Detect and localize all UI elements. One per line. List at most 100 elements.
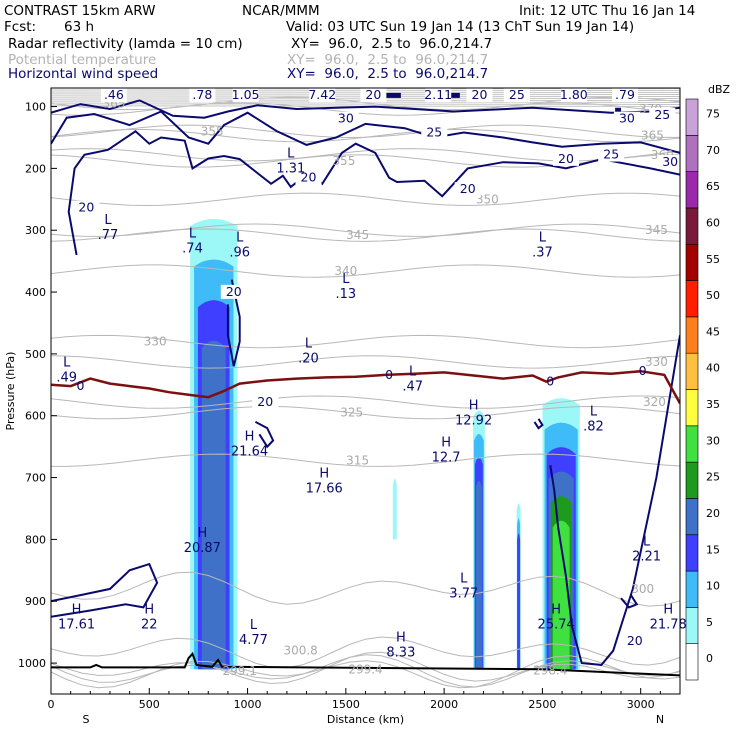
extremum-value-1: .77 (98, 228, 119, 243)
colorbar-swatch-15 (685, 534, 699, 572)
reflectivity-cell-1-level-1 (392, 478, 397, 540)
wind-label-3: 7.42 (308, 87, 336, 102)
wind-label-15: 25 (603, 147, 619, 162)
extremum-value-7: .47 (402, 380, 423, 395)
wind-contour-5 (226, 279, 241, 367)
wind-label-bg-11 (421, 125, 448, 140)
wind-label-12: 30 (619, 111, 635, 126)
y-tick-label-1: 200 (25, 162, 46, 175)
wind-label-18: 20 (460, 181, 476, 196)
colorbar: 0 5 10 15 20 25 30 35 40 45 50 55 60 65 70 75 dBZ (685, 83, 731, 681)
colorbar-swatch-20 (685, 498, 699, 536)
reflectivity-cell-3-level-3 (517, 533, 521, 670)
extremum-type-16: L (460, 572, 468, 587)
theta-contour-15 (51, 571, 680, 607)
y-tick-label-4: 500 (25, 348, 46, 361)
contour-labels: 3703653603553503453453403303303253203153… (56, 87, 686, 678)
extremum-type-0: L (287, 146, 295, 161)
wind-speed-layer (51, 92, 680, 666)
field-2-name: Potential temperature (8, 52, 157, 68)
colorbar-label-65: 65 (706, 180, 720, 193)
extremum-type-1: L (104, 213, 112, 228)
wind-label-bg-21 (252, 394, 279, 409)
extremum-value-17: 25.74 (538, 618, 575, 633)
x-tick-label-4: 2000 (430, 698, 458, 711)
org-label: NCAR/MMM (242, 3, 320, 19)
theta-label-17: 298.4 (533, 664, 567, 678)
wind-label-20: 20 (226, 284, 242, 299)
colorbar-swatch-60 (685, 207, 699, 245)
extremum-value-4: .37 (532, 245, 553, 260)
extremum-type-15: L (643, 535, 651, 550)
extremum-type-14: H (197, 526, 207, 541)
extremum-value-21: 4.77 (239, 633, 268, 648)
extremum-type-13: H (319, 467, 329, 482)
theta-label-14: 300.8 (283, 644, 317, 658)
theta-label-16: 299.1 (223, 664, 257, 678)
theta-label-8: 330 (144, 335, 167, 349)
extremum-value-9: 12.92 (455, 414, 492, 429)
y-axis-title: Pressure (hPa) (4, 352, 17, 431)
extremum-value-5: .13 (336, 287, 357, 302)
colorbar-swatch-65 (685, 171, 699, 209)
extremum-type-12: H (245, 429, 255, 444)
theta-contour-12 (51, 395, 680, 409)
wind-label-bg-20 (220, 284, 247, 299)
theta-contour-13 (51, 405, 680, 420)
wind-label-10: 30 (338, 111, 354, 126)
colorbar-label-5: 5 (706, 616, 713, 629)
wind-label-5: 2.11 (424, 87, 452, 102)
colorbar-label-15: 15 (706, 543, 720, 556)
wind-label-9: .79 (615, 87, 635, 102)
wind-label-1: .78 (192, 87, 212, 102)
colorbar-label-25: 25 (706, 471, 720, 484)
colorbar-swatch-0 (685, 643, 699, 681)
freezing-label-2: 0 (546, 374, 554, 389)
extremum-value-11: 12.7 (432, 451, 461, 466)
wind-label-bg-15 (598, 147, 625, 162)
theta-label-1: 365 (641, 129, 664, 143)
extremum-value-19: 17.61 (58, 618, 95, 633)
wind-contour-3 (549, 335, 680, 666)
extremum-value-15: 2.21 (632, 550, 661, 565)
wind-label-bg-0 (100, 88, 127, 103)
wind-label-bg-6 (466, 88, 493, 103)
x-tick-label-5: 2500 (528, 698, 556, 711)
colorbar-swatch-30 (685, 425, 699, 463)
field-3-xy: XY= 96.0, 2.5 to 96.0,214.7 (287, 66, 489, 82)
field-2-xy: XY= 96.0, 2.5 to 96.0,214.7 (287, 52, 489, 68)
wind-label-14: 20 (558, 151, 574, 166)
colorbar-label-60: 60 (706, 216, 720, 229)
freezing-label-3: 0 (639, 363, 647, 378)
theta-label-13: 300 (631, 582, 654, 596)
terrain-line (51, 651, 680, 677)
colorbar-swatch-5 (685, 607, 699, 644)
freezing-label-0: 0 (77, 378, 85, 393)
wind-contour-0 (51, 99, 680, 119)
y-tick-label-0: 100 (25, 101, 46, 114)
extremum-type-9: H (469, 399, 479, 414)
y-tick-label-3: 400 (25, 286, 46, 299)
wind-label-bg-9 (611, 88, 638, 103)
colorbar-label-10: 10 (706, 580, 720, 593)
theta-contour-9 (51, 264, 680, 278)
wind-label-7: 25 (509, 87, 525, 102)
wind-contour-4 (51, 562, 159, 618)
x-tick-label-2: 1000 (234, 698, 262, 711)
field-3-name: Horizontal wind speed (8, 66, 159, 82)
extremum-value-16: 3.77 (449, 587, 478, 602)
wind-label-8: 1.80 (560, 87, 588, 102)
theta-contour-11 (51, 355, 680, 369)
colorbar-swatch-40 (685, 352, 699, 390)
wind-label-13: 25 (654, 107, 670, 122)
colorbar-label-75: 75 (706, 108, 720, 121)
model-title: CONTRAST 15km ARW (4, 3, 156, 19)
wind-label-bg-10 (332, 111, 359, 126)
wind-label-bg-7 (503, 88, 530, 103)
colorbar-label-0: 0 (706, 652, 713, 665)
colorbar-label-30: 30 (706, 434, 720, 447)
theta-contour-10 (51, 334, 680, 349)
wind-label-bg-4 (360, 88, 387, 103)
extremum-type-7: L (409, 365, 417, 380)
